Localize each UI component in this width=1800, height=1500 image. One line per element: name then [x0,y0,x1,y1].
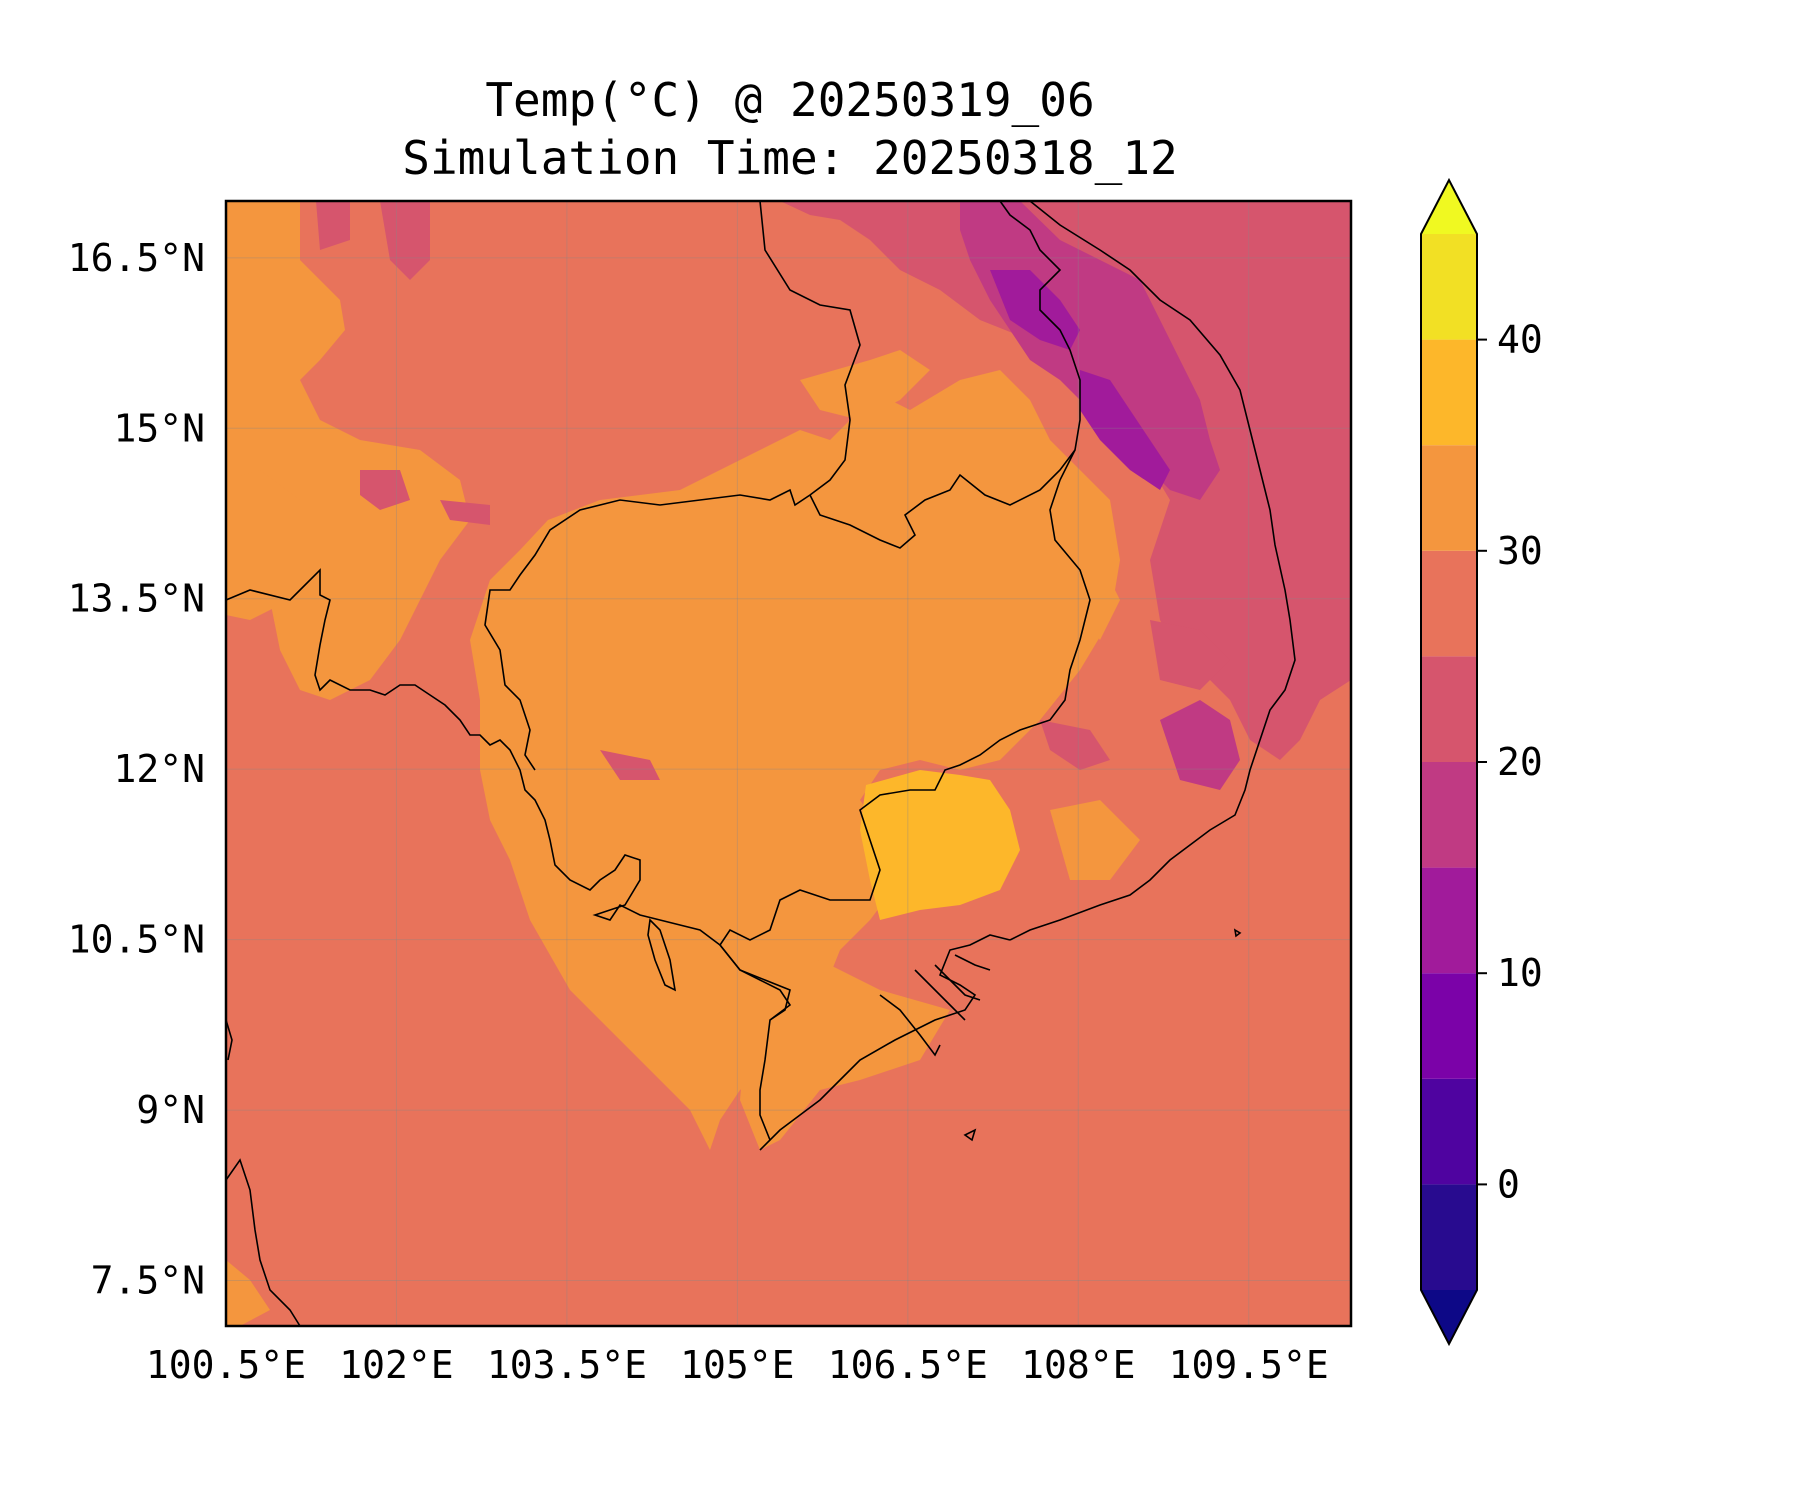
colorbar-tick-label: 30 [1497,529,1543,573]
longitude-axis: 100.5°E 102°E 103.5°E 105°E 106.5°E 108°E 109.… [146,1343,1329,1387]
x-tick-label: 100.5°E [146,1343,306,1387]
map-title-line1: Temp(°C) @ 20250319_06 [485,73,1095,127]
colorbar-band [1421,867,1477,974]
y-tick-label: 7.5°N [91,1259,205,1303]
y-tick-label: 13.5°N [68,577,205,621]
mekong-delta-coast [719,934,1011,1151]
con-dao-island [963,1128,977,1142]
temp-band-30-35 [226,201,1140,1326]
mekong-channel-1 [879,994,941,1057]
phu-quoc-island [647,918,677,992]
temp-band-35-40 [860,770,1020,920]
colorbar-band [1421,1184,1477,1290]
gulf-of-thailand-coast [226,568,721,946]
map-title-line2: Simulation Time: 20250318_12 [402,131,1178,185]
y-tick-label: 15°N [113,406,205,450]
y-tick-label: 9°N [136,1088,205,1132]
x-tick-label: 109.5°E [1169,1343,1329,1387]
small-island [1233,928,1242,938]
mekong-channel-4 [954,954,991,971]
malay-west-coast [226,1019,233,1061]
vietnam-cambodia-border [719,449,1091,1021]
y-tick-label: 16.5°N [68,236,205,280]
y-tick-label: 12°N [113,747,205,791]
colorbar-over-arrow [1421,180,1477,234]
temp-band-10-15 [990,270,1170,490]
colorbar-band [1421,445,1477,551]
x-tick-label: 106.5°E [828,1343,988,1387]
mekong-channel-2 [914,969,966,1021]
graticule [226,201,1351,1326]
y-tick-label: 10.5°N [68,918,205,962]
colorbar-band [1421,762,1477,868]
latitude-axis: 16.5°N 15°N 13.5°N 12°N 10.5°N 9°N 7.5°N [68,236,205,1303]
colorbar-band [1421,550,1477,657]
vietnam-east-coast [1009,201,1296,941]
thai-cambodia-border [484,201,861,771]
colorbar-tick-label: 10 [1497,951,1543,995]
colorbar-band [1421,234,1477,340]
colorbar-band [1421,656,1477,762]
colorbar-outline [1420,177,1478,1347]
coastlines-and-borders [226,201,1296,1326]
laos-cambodia-border [809,201,1081,549]
colorbar-tick-label: 0 [1497,1162,1520,1206]
x-tick-label: 102°E [339,1343,453,1387]
colorbar: 40 30 20 10 0 [1420,177,1543,1347]
malay-peninsula-coast [226,1158,301,1326]
colorbar-under-arrow [1421,1290,1477,1344]
x-tick-label: 108°E [1021,1343,1135,1387]
colorbar-band [1421,973,1477,1079]
x-tick-label: 103.5°E [487,1343,647,1387]
map-frame [224,199,1353,1328]
colorbar-tick-label: 40 [1497,318,1543,362]
colorbar-tick-label: 20 [1497,740,1543,784]
mekong-channel-3 [934,964,981,1001]
map-panel [226,201,1351,1326]
colorbar-band [1421,339,1477,446]
colorbar-band [1421,1078,1477,1185]
x-tick-label: 105°E [680,1343,794,1387]
